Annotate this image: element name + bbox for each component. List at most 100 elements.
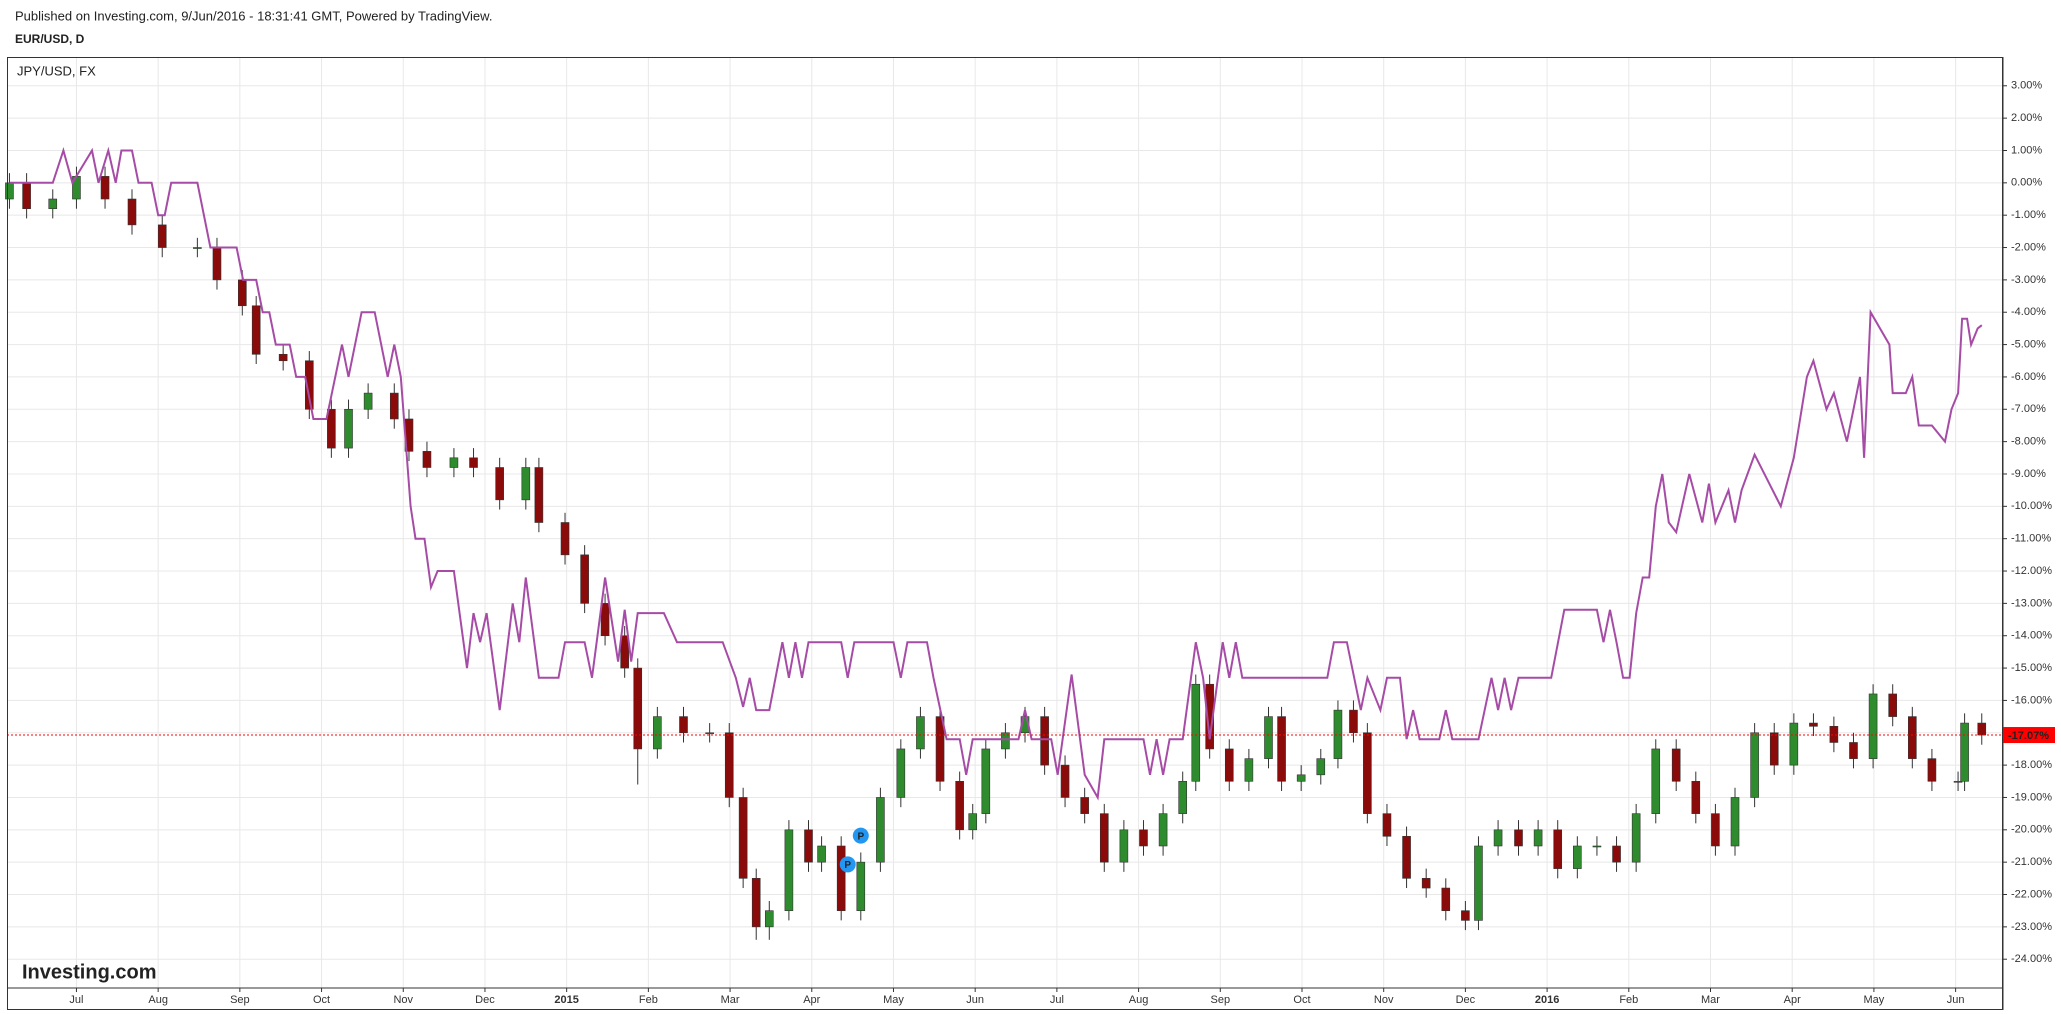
- y-tick-label: 2.00%: [2011, 112, 2042, 124]
- candle-body: [1631, 813, 1641, 863]
- candle-body: [344, 408, 353, 449]
- x-tick-label: Apr: [803, 994, 820, 1006]
- candle-body: [305, 360, 314, 410]
- marker-label: P: [857, 831, 864, 842]
- candle-body: [1001, 732, 1010, 750]
- candle-body: [48, 198, 58, 210]
- candle-body: [1191, 683, 1201, 782]
- x-tick-label: Sep: [1210, 994, 1230, 1006]
- y-tick-label: -18.00%: [2011, 759, 2052, 771]
- candle-body: [751, 878, 761, 928]
- x-tick-label: Jun: [1947, 994, 1965, 1006]
- candle-body: [278, 353, 288, 362]
- candle-body: [1441, 887, 1451, 911]
- y-tick-label: -3.00%: [2011, 274, 2046, 286]
- candle-body: [127, 198, 137, 226]
- last-value-label: -17.07%: [2008, 730, 2049, 742]
- x-tick-label: Jul: [69, 994, 83, 1006]
- candle-body: [1119, 829, 1129, 863]
- candle-body: [1953, 780, 1963, 783]
- x-tick-label: Nov: [1374, 994, 1394, 1006]
- candle-body: [804, 829, 813, 863]
- candle-body: [1769, 732, 1779, 766]
- axes: 3.00% 2.00% 1.00% 0.00% -1.00% -2.00% -3.00% -4…: [69, 80, 2055, 1006]
- x-tick-label: 2016: [1535, 994, 1559, 1006]
- y-tick-label: -7.00%: [2011, 403, 2046, 415]
- y-tick-label: -24.00%: [2011, 953, 2052, 965]
- y-tick-label: 0.00%: [2011, 177, 2042, 189]
- candle-body: [1888, 693, 1898, 717]
- y-tick-label: -2.00%: [2011, 241, 2046, 253]
- watermark: Investing.com: [22, 961, 156, 983]
- y-tick-label: -11.00%: [2011, 533, 2051, 545]
- x-tick-label: Aug: [1129, 994, 1149, 1006]
- candle-body: [981, 748, 991, 814]
- x-tick-label: Jun: [966, 994, 984, 1006]
- y-tick-label: -10.00%: [2011, 500, 2052, 512]
- x-tick-label: Jul: [1050, 994, 1064, 1006]
- y-tick-label: -12.00%: [2011, 565, 2052, 577]
- candle-body: [1927, 758, 1937, 782]
- candle-body: [100, 176, 110, 200]
- candle-body: [1099, 813, 1109, 863]
- candle-body: [836, 845, 846, 911]
- marker: [852, 827, 869, 844]
- series-line: [9, 146, 1983, 801]
- candle-body: [600, 603, 610, 637]
- y-tick-label: 3.00%: [2011, 80, 2042, 92]
- candle-body: [22, 182, 31, 210]
- y-tick-label: -8.00%: [2011, 436, 2046, 448]
- candle-body: [193, 247, 202, 249]
- candle-body: [1363, 732, 1372, 814]
- published-note: Published on Investing.com, 9/Jun/2016 -…: [15, 8, 492, 23]
- candle-body: [1349, 709, 1358, 734]
- candle-body: [1421, 878, 1431, 889]
- x-tick-label: Mar: [1701, 994, 1720, 1006]
- x-tick-label: Oct: [313, 994, 330, 1006]
- frame: [7, 57, 2003, 1010]
- candle-body: [238, 279, 247, 307]
- y-tick-label: -14.00%: [2011, 630, 2052, 642]
- last-value-box: [2003, 727, 2055, 744]
- y-tick-label: -21.00%: [2011, 856, 2052, 868]
- y-tick-label: -6.00%: [2011, 371, 2046, 383]
- candle-body: [1829, 725, 1839, 743]
- candle-body: [679, 716, 688, 734]
- candle-body: [1224, 748, 1234, 782]
- candle-body: [212, 247, 222, 281]
- candle-body: [1553, 829, 1563, 869]
- y-tick-label: -13.00%: [2011, 597, 2052, 609]
- candle-body: [1651, 748, 1661, 814]
- candle-body: [1789, 722, 1799, 766]
- candle-body: [1908, 716, 1917, 759]
- candle-body: [580, 554, 589, 604]
- y-tick-label: -20.00%: [2011, 824, 2052, 836]
- candle-body: [1533, 829, 1543, 847]
- candle-body: [1691, 780, 1701, 814]
- candle-body: [653, 716, 662, 750]
- candle-body: [1139, 829, 1148, 847]
- candle-body: [1382, 813, 1392, 837]
- y-tick-label: 1.00%: [2011, 144, 2042, 156]
- x-tick-label: Apr: [1784, 994, 1801, 1006]
- candle-body: [1711, 813, 1720, 847]
- candle-body: [784, 829, 794, 911]
- x-tick-label: Dec: [1456, 994, 1476, 1006]
- candle-body: [1040, 716, 1049, 766]
- candle-body: [1264, 716, 1273, 759]
- y-tick-label: -5.00%: [2011, 338, 2046, 350]
- x-tick-label: 2015: [554, 994, 578, 1006]
- y-tick-label: -15.00%: [2011, 662, 2052, 674]
- candle-body: [1573, 845, 1582, 869]
- candle-body: [5, 182, 14, 200]
- candle-body: [955, 780, 964, 831]
- x-tick-label: Aug: [148, 994, 168, 1006]
- candle-body: [1178, 780, 1188, 814]
- candle-body: [1296, 774, 1306, 782]
- y-tick-label: -4.00%: [2011, 306, 2046, 318]
- marker-label: P: [844, 860, 851, 871]
- candle-body: [724, 732, 734, 798]
- series-label: JPY/USD, FX: [17, 63, 96, 78]
- x-tick-label: Oct: [1293, 994, 1310, 1006]
